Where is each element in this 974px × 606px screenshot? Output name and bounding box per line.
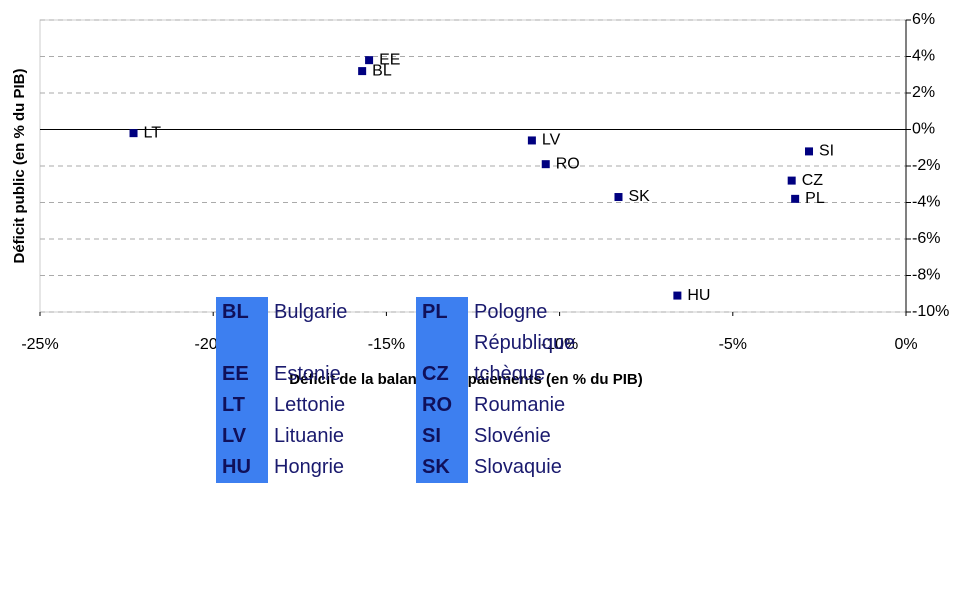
y-tick-label: 0% <box>912 121 935 138</box>
point <box>129 129 138 138</box>
country-name: Bulgarie <box>274 301 348 323</box>
point <box>791 194 800 203</box>
point-label: RO <box>556 155 580 172</box>
country-name: Estonie <box>274 363 341 385</box>
y-tick-label: 2% <box>912 84 935 101</box>
country-code: EE <box>216 328 268 390</box>
country-code: BL <box>216 297 268 328</box>
country-code: SI <box>416 421 468 452</box>
point <box>527 136 536 145</box>
point-label: EE <box>379 51 400 68</box>
legend-row: LT Lettonie RO Roumanie <box>216 390 644 421</box>
point <box>673 291 682 300</box>
y-tick-label: -6% <box>912 230 940 247</box>
point <box>805 147 814 156</box>
legend-row: HU Hongrie SK Slovaquie <box>216 452 644 483</box>
country-code: HU <box>216 452 268 483</box>
point-label: LT <box>144 124 162 141</box>
country-name: Lettonie <box>274 394 346 416</box>
country-name: Lituanie <box>274 425 345 447</box>
point-label: LV <box>542 132 561 149</box>
country-code: SK <box>416 452 468 483</box>
x-tick-label: -10% <box>541 336 578 353</box>
country-code: LT <box>216 390 268 421</box>
point <box>787 176 796 185</box>
x-tick-label: -25% <box>21 336 58 353</box>
x-tick-label: -15% <box>368 336 405 353</box>
country-name: Roumanie <box>474 394 566 416</box>
point-label: HU <box>687 287 710 304</box>
country-code: LV <box>216 421 268 452</box>
point-label: PL <box>805 190 825 207</box>
country-name: Pologne <box>474 301 548 323</box>
y-tick-label: -10% <box>912 303 949 320</box>
legend-table: BL Bulgarie PL Pologne EE Estonie CZ République… <box>216 297 644 483</box>
point-label: SK <box>628 188 650 205</box>
y-tick-label: -4% <box>912 194 940 211</box>
y-axis-label: Déficit public (en % du PIB) <box>11 68 28 263</box>
point-label: CZ <box>802 172 824 189</box>
legend-row: LV Lituanie SI Slovénie <box>216 421 644 452</box>
country-code: PL <box>416 297 468 328</box>
y-tick-label: 6% <box>912 11 935 28</box>
country-code: CZ <box>416 328 468 390</box>
y-tick-label: -8% <box>912 267 940 284</box>
legend-row: EE Estonie CZ République tchèque <box>216 328 644 390</box>
point <box>358 67 367 76</box>
point-label: SI <box>819 143 834 160</box>
y-tick-label: 4% <box>912 48 935 65</box>
legend-row: BL Bulgarie PL Pologne <box>216 297 644 328</box>
point <box>614 193 623 202</box>
country-code: RO <box>416 390 468 421</box>
country-name: Slovaquie <box>474 456 562 478</box>
country-name: République tchèque <box>474 332 576 385</box>
chart: Déficit de la balance des paiements (en … <box>11 11 949 388</box>
country-name: Slovénie <box>474 425 551 447</box>
x-tick-label: -5% <box>719 336 747 353</box>
point <box>365 56 374 65</box>
country-name: Hongrie <box>274 456 345 478</box>
point <box>541 160 550 169</box>
y-tick-label: -2% <box>912 157 940 174</box>
x-tick-label: 0% <box>894 336 917 353</box>
point-label: BL <box>372 62 392 79</box>
